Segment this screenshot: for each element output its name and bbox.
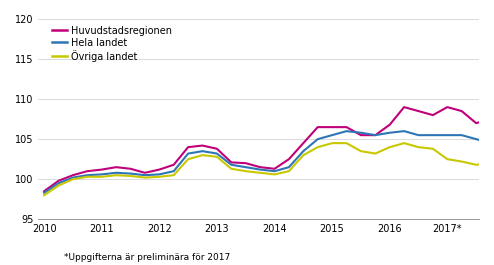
Hela landet xyxy=(300,149,306,153)
Line: Huvudstadsregionen: Huvudstadsregionen xyxy=(44,71,494,191)
Text: *Uppgifterna är preliminära för 2017: *Uppgifterna är preliminära för 2017 xyxy=(64,253,231,262)
Hela landet xyxy=(488,142,494,145)
Legend: Huvudstadsregionen, Hela landet, Övriga landet: Huvudstadsregionen, Hela landet, Övriga … xyxy=(52,26,171,62)
Huvudstadsregionen xyxy=(41,190,47,193)
Huvudstadsregionen xyxy=(488,118,494,121)
Övriga landet xyxy=(401,142,407,145)
Huvudstadsregionen xyxy=(387,123,393,126)
Övriga landet xyxy=(99,175,105,178)
Hela landet xyxy=(99,173,105,176)
Hela landet xyxy=(387,131,393,134)
Line: Övriga landet: Övriga landet xyxy=(44,143,494,195)
Övriga landet xyxy=(300,154,306,157)
Huvudstadsregionen xyxy=(99,168,105,171)
Övriga landet xyxy=(41,194,47,197)
Huvudstadsregionen xyxy=(300,142,306,145)
Hela landet xyxy=(41,191,47,195)
Line: Hela landet: Hela landet xyxy=(44,127,494,193)
Övriga landet xyxy=(329,142,335,145)
